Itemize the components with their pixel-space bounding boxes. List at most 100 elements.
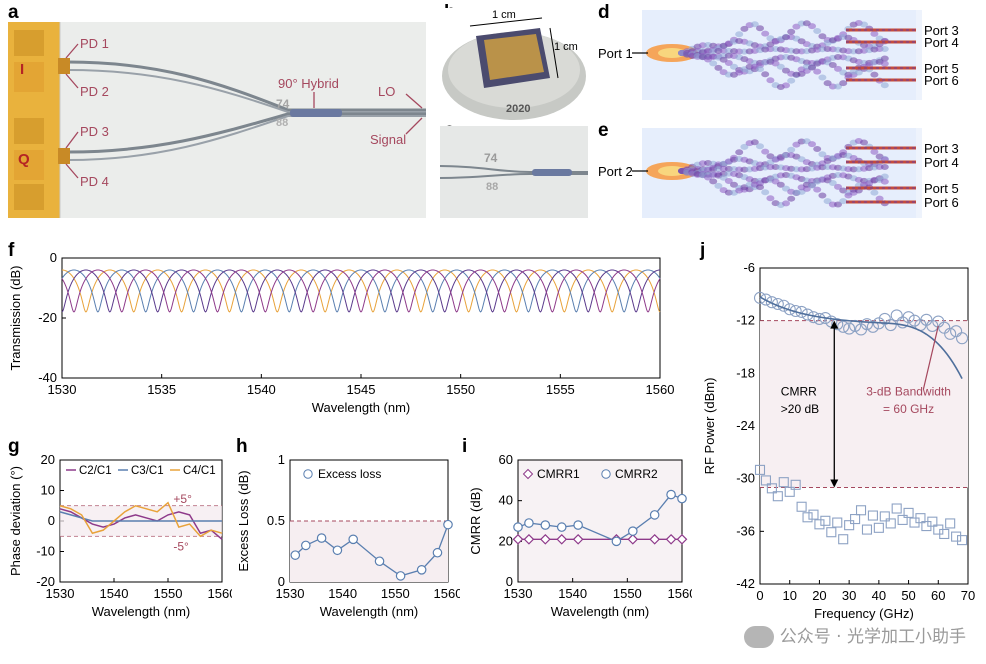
signal-point (801, 308, 814, 321)
excess-loss-point (432, 547, 443, 558)
common-mode-point (903, 507, 914, 518)
common-mode-point (766, 483, 777, 494)
y-axis-label: Phase deviation (°) (8, 466, 23, 576)
y-tick-label: -36 (736, 523, 755, 538)
x-axis-label: Wavelength (nm) (312, 400, 411, 415)
mode-pattern (766, 195, 775, 202)
common-mode-point (897, 514, 908, 525)
common-mode-point (867, 510, 878, 521)
input-port-label: Port 1 (598, 46, 633, 61)
common-mode-point (832, 517, 843, 528)
x-tick-label: 1530 (276, 586, 305, 601)
signal-point (849, 319, 862, 332)
mode-pattern (709, 60, 718, 67)
signal-point (884, 319, 897, 332)
y-tick-label: 20 (41, 452, 55, 467)
y-tick-label: -6 (743, 260, 755, 275)
legend-label: C2/C1 (79, 465, 112, 477)
cmrr1-point (665, 533, 677, 545)
simulation-port2: Port 2 Port 3 Port 4 Port 5 Port 6 (596, 124, 986, 224)
y-tick-label: -20 (36, 574, 55, 589)
label-i: I (20, 61, 24, 78)
excess-loss-point (290, 550, 301, 560)
waveguide (67, 115, 426, 161)
photodiode (58, 148, 70, 164)
panel-letter-h: h (236, 436, 248, 457)
electrode-pad (14, 118, 44, 144)
y-tick-label: 40 (499, 493, 513, 508)
chart-g-phase: 1530 1540 1550 1560 20 10 0 -10 -20 Wavelength (n… (8, 452, 232, 619)
arrow (65, 163, 79, 179)
common-mode-point (879, 511, 890, 522)
mode-hotspot (658, 48, 686, 58)
signal-point (753, 291, 767, 304)
annotation: -5° (173, 539, 189, 553)
panel-letter-j: j (700, 240, 706, 261)
label-pd1: PD 1 (80, 36, 109, 51)
mode-pattern (828, 180, 837, 187)
phase-series (59, 508, 223, 540)
mode-pattern (756, 66, 764, 73)
label-pd3: PD 3 (80, 124, 109, 139)
mode-pattern (880, 173, 889, 180)
mode-pattern (823, 80, 832, 87)
excess-loss-point (374, 556, 385, 567)
mode-pattern (870, 71, 879, 78)
chart-j-rf-power: 0 10 20 30 40 50 60 70 -6 -12 -18 -24 -30 -36 -42 Frequ… (702, 260, 975, 621)
excess-loss-point (395, 571, 406, 581)
signal-point (813, 312, 826, 325)
mode-pattern (787, 146, 796, 153)
cmrr2-point (556, 522, 567, 532)
mode-pattern (771, 178, 780, 185)
y-tick-label: -12 (736, 313, 755, 328)
mode-pattern (860, 139, 868, 146)
x-axis-label: Wavelength (nm) (92, 604, 191, 619)
panel-letter-e: e (598, 120, 609, 141)
micrograph-drawing: 74 88 I Q PD 1 PD 2 PD 3 PD 4 90° Hybrid… (8, 22, 426, 218)
label-signal: Signal (370, 132, 406, 147)
output-port-label: Port 4 (924, 155, 959, 170)
y-tick-label: -10 (36, 544, 55, 559)
panel-letter-f: f (8, 240, 15, 261)
x-tick-label: 1530 (48, 382, 77, 397)
common-mode-point (957, 535, 968, 546)
mode-pattern (813, 28, 822, 35)
x-tick-label: 1535 (147, 382, 176, 397)
output-port-label: Port 6 (924, 195, 959, 210)
mode-pattern (870, 30, 879, 37)
excess-loss-point (316, 533, 327, 543)
mode-pattern (782, 82, 790, 89)
mode-pattern (834, 183, 842, 190)
simulation-port1: Port 1 Port 3 Port 4 Port 5 Port 6 (596, 6, 986, 106)
mode-pattern (880, 55, 889, 62)
common-mode-point (760, 475, 771, 486)
mode-pattern (813, 186, 822, 193)
mode-pattern (880, 82, 889, 89)
cmrr1-point (676, 533, 688, 545)
common-mode-point (885, 518, 896, 529)
simulation-field (916, 10, 922, 100)
cmrr2-point (666, 489, 676, 500)
x-tick-label: 1540 (558, 586, 587, 601)
cmrr1-point (539, 533, 551, 545)
mode-pattern (735, 149, 744, 156)
cmrr1-point (649, 533, 661, 545)
width-label: 1 cm (492, 9, 516, 21)
signal-point (783, 303, 796, 316)
y-tick-label: -24 (736, 418, 755, 433)
arrow (405, 93, 423, 109)
x-tick-label: 70 (961, 588, 975, 603)
x-tick-label: 60 (931, 588, 945, 603)
signal-point (860, 318, 874, 331)
cmrr2-point (611, 536, 622, 547)
cmrr1-point (627, 533, 639, 545)
annotation: >20 dB (781, 402, 819, 416)
mode-pattern (818, 33, 827, 40)
simulation-field (916, 128, 922, 218)
signal-point (765, 296, 778, 309)
common-mode-point (802, 512, 813, 523)
mode-pattern (787, 77, 796, 84)
excess-loss-point (348, 534, 358, 545)
mode-pattern (766, 77, 775, 84)
